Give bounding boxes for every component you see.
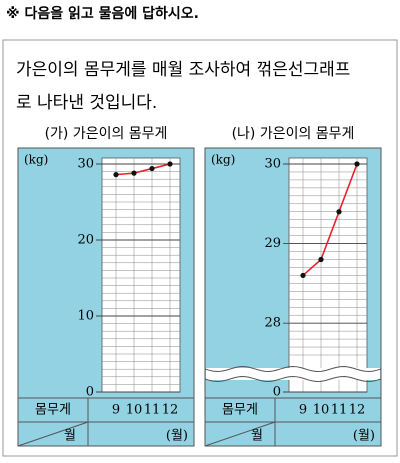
chart-title: (가) 가은이의 몸무게 [45, 126, 168, 142]
x-tick-label: 9 [112, 403, 120, 418]
line [115, 163, 171, 176]
point [131, 170, 137, 176]
table-diagonal [17, 421, 89, 447]
y-tick-label: 0 [273, 385, 281, 400]
y-tick-label: 30 [77, 157, 94, 172]
x-tick-label: 11 [331, 403, 348, 418]
point [354, 161, 360, 167]
point [113, 172, 119, 178]
row-label: 몸무게 [222, 403, 258, 418]
chart-title: (나) 가은이의 몸무게 [232, 126, 355, 142]
y-tick-label: 0 [86, 385, 94, 400]
plot-area [101, 157, 181, 393]
x-tick-label: 11 [144, 403, 161, 418]
y-tick-label: 10 [77, 309, 94, 324]
y-tick-label: 30 [264, 157, 281, 172]
row-label: 월 [64, 429, 76, 444]
point [336, 209, 342, 215]
y-unit: (kg) [211, 153, 235, 167]
y-unit: (kg) [24, 153, 48, 167]
row-label: 월 [251, 429, 263, 444]
y-tick-label: 20 [77, 233, 94, 248]
x-unit: (월) [353, 429, 375, 444]
x-tick-label: 12 [349, 403, 366, 418]
x-tick-label: 10 [313, 403, 330, 418]
y-tick-label: 28 [264, 316, 281, 331]
break-line [204, 375, 382, 382]
y-tick-label: 29 [264, 236, 281, 251]
x-unit: (월) [166, 429, 188, 444]
break-line [204, 365, 382, 372]
problem-box [2, 39, 398, 457]
passage-line: 로 나타낸 것입니다. [16, 93, 157, 113]
line [302, 163, 358, 277]
instruction: ※ 다음을 읽고 물음에 답하시오. [6, 5, 199, 22]
point [318, 256, 324, 263]
passage-line: 가은이의 몸무게를 매월 조사하여 꺾은선그래프 [16, 60, 350, 80]
x-tick-label: 10 [126, 403, 143, 418]
x-tick-label: 9 [299, 403, 307, 418]
x-tick-label: 12 [162, 403, 179, 418]
point [167, 161, 173, 167]
row-label: 몸무게 [35, 403, 71, 418]
table-diagonal [204, 421, 276, 447]
point [300, 272, 306, 279]
point [149, 165, 155, 172]
